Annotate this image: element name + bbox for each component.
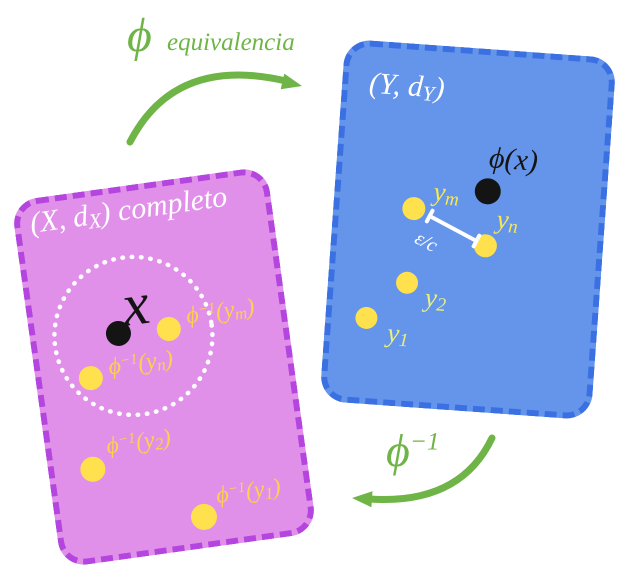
point-preimage-y1-label: ϕ−1(y1) <box>214 474 283 509</box>
point-ym <box>401 196 427 221</box>
space-Y-card: (Y, dY) ϕ(x) ym yn ε/c y2 y1 <box>319 38 617 421</box>
phi-forward-arrow <box>126 71 290 146</box>
point-preimage-y2-label: ϕ−1(y2) <box>104 424 173 460</box>
point-phi-x-label: ϕ(x) <box>487 141 540 178</box>
point-phi-x <box>473 177 502 206</box>
neighborhood-circle <box>52 254 215 418</box>
point-ym-label: ym <box>432 176 460 211</box>
space-Y-title: (Y, dY) <box>368 66 446 106</box>
point-y2 <box>395 271 419 295</box>
phi-inverse-arrowhead <box>352 491 373 508</box>
epsilon-over-c-label: ε/c <box>411 227 442 258</box>
point-preimage-y2 <box>78 455 107 484</box>
phi-forward-label: ϕ <box>127 9 152 62</box>
equivalencia-label: equivalencia <box>167 29 295 56</box>
phi-inverse-arrow <box>366 434 496 503</box>
point-y2-label: y2 <box>423 282 447 316</box>
space-X-card: (X, dX) completo x ϕ−1(ym) ϕ−1(yn) ϕ−1(y… <box>10 166 318 568</box>
point-y1-label: y1 <box>386 317 410 352</box>
phi-forward-arrowhead <box>280 73 302 90</box>
point-y1 <box>354 306 379 330</box>
phi-inverse-label: ϕ−1 <box>386 425 440 476</box>
point-preimage-y1 <box>189 502 219 532</box>
point-yn-label: yn <box>495 204 519 238</box>
